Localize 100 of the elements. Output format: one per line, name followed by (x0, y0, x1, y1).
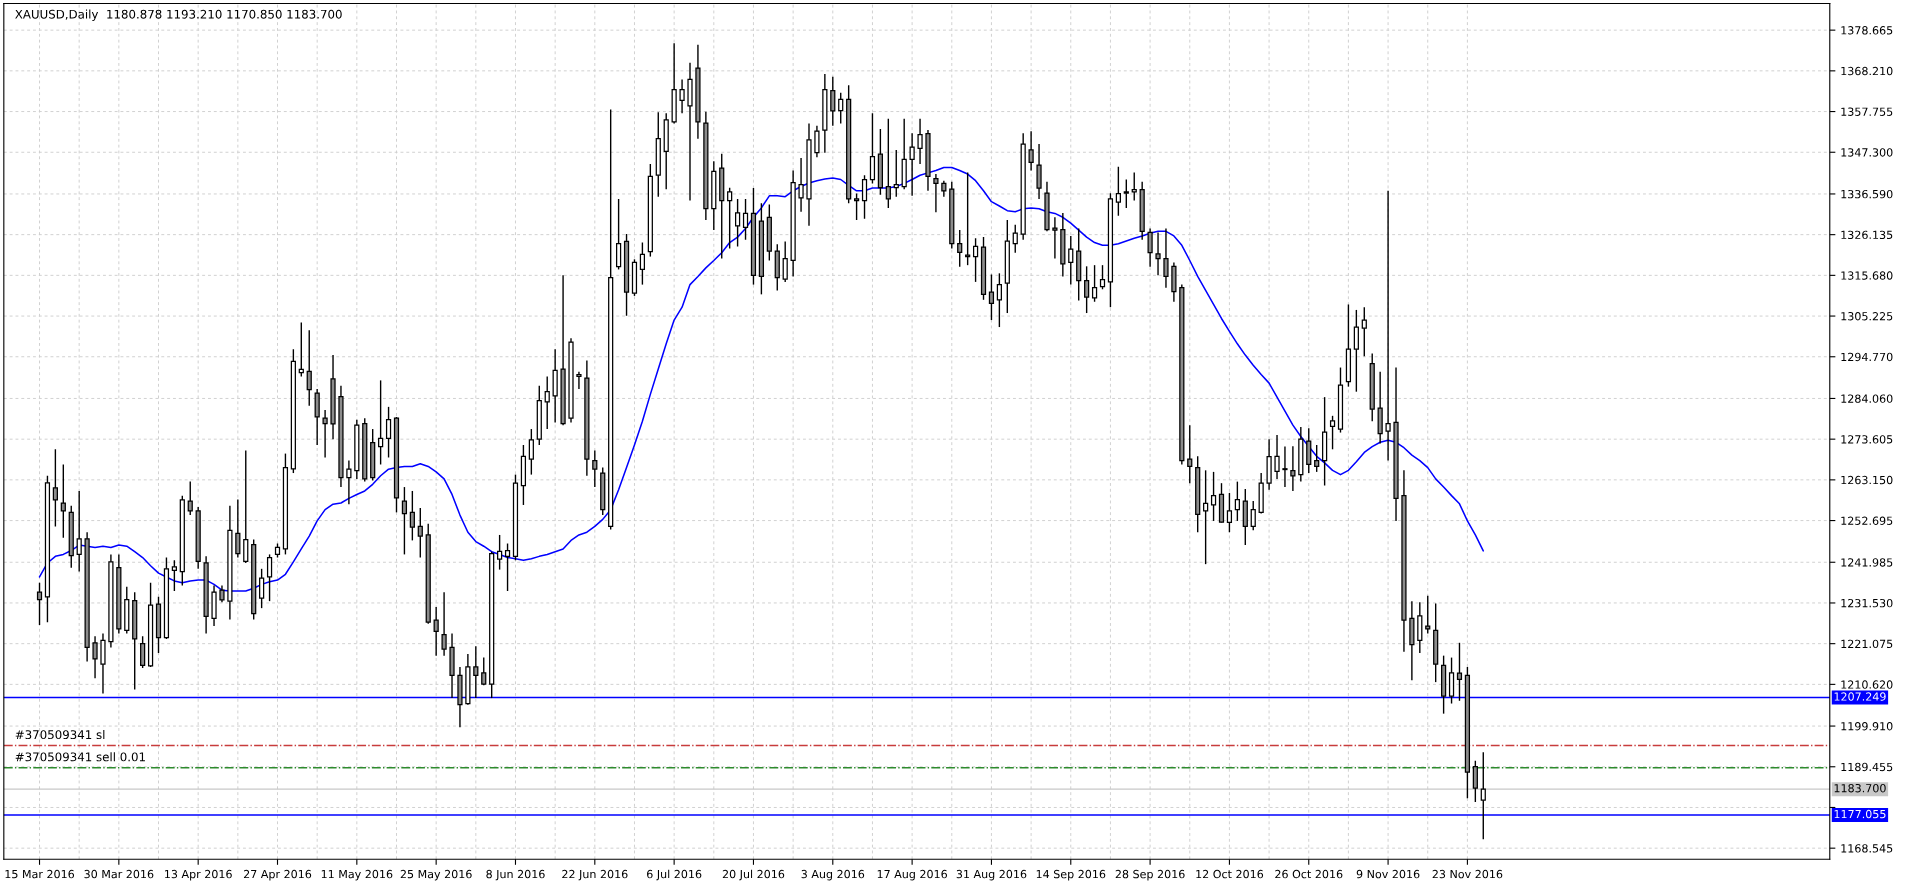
candlestick (957, 229, 963, 268)
candlestick (259, 568, 265, 609)
x-tick-label: 13 Apr 2016 (165, 869, 232, 881)
candlestick (1385, 190, 1391, 462)
candlestick (679, 78, 685, 115)
candlestick (1306, 427, 1312, 474)
x-tick-label: 30 Mar 2016 (84, 869, 154, 879)
ref-line-label: #370509341 sl (15, 729, 105, 740)
candlestick (1329, 415, 1336, 450)
y-tick-label: 1241.985 (1841, 558, 1893, 567)
candlestick (1012, 223, 1018, 254)
x-tick-label: 3 Aug 2016 (801, 869, 865, 881)
candlestick (1282, 445, 1288, 488)
candlestick (243, 449, 249, 564)
chart-title: XAUUSD,Daily 1180.878 1193.210 1170.850 1183.700 (15, 9, 342, 21)
candlestick (1099, 264, 1106, 290)
candlestick (592, 449, 598, 488)
candlestick (298, 321, 304, 378)
candlestick (481, 656, 487, 686)
candlestick (1147, 227, 1153, 268)
y-tick-label: 1273.605 (1841, 435, 1893, 444)
x-tick-label: 9 Nov 2016 (1356, 869, 1420, 879)
candlestick (1187, 424, 1193, 484)
y-tick-label: 1336.590 (1841, 189, 1893, 199)
candlestick (996, 272, 1002, 328)
candlestick (639, 241, 646, 286)
x-tick-label: 26 Oct 2016 (1275, 869, 1343, 879)
x-tick-label: 14 Sep 2016 (1036, 869, 1106, 881)
candlestick (869, 112, 876, 185)
candlestick (528, 428, 534, 476)
candlestick (1353, 309, 1359, 393)
candlestick (52, 448, 58, 528)
candlestick (1448, 656, 1455, 705)
candlestick (917, 118, 923, 165)
x-tick-label: 23 Nov 2016 (1432, 869, 1503, 879)
x-tick-label: 15 Mar 2016 (5, 869, 75, 879)
candlestick (838, 91, 844, 125)
y-tick-label: 1168.545 (1841, 844, 1893, 853)
y-tick-label: 1263.150 (1841, 475, 1893, 485)
x-tick-label: 6 Jul 2016 (647, 869, 702, 881)
ref-line-label: 1207.249 (1834, 692, 1886, 701)
candlestick (473, 645, 479, 699)
y-tick-label: 1199.910 (1841, 722, 1893, 731)
candlestick (417, 507, 423, 559)
y-tick-label: 1221.075 (1841, 639, 1893, 649)
candlestick (1123, 178, 1129, 209)
candlestick (1084, 265, 1090, 314)
candlestick (615, 198, 622, 271)
x-tick-label: 22 Jun 2016 (562, 869, 628, 881)
candlestick (1250, 500, 1256, 531)
candlestick (1425, 594, 1431, 635)
candlestick (972, 237, 979, 283)
candlestick (60, 463, 66, 539)
candlestick (544, 375, 550, 430)
candlestick (92, 635, 98, 679)
candlestick (734, 198, 741, 248)
candlestick (385, 406, 392, 459)
candlestick (988, 273, 995, 321)
candlestick (1115, 165, 1121, 217)
candlestick (187, 480, 193, 516)
y-tick-label: 1368.210 (1841, 66, 1893, 76)
candlestick (1036, 143, 1042, 200)
y-tick-label: 1294.770 (1841, 352, 1893, 362)
ref-line-label: 1177.055 (1834, 809, 1886, 819)
candlestick (1290, 445, 1296, 492)
x-tick-label: 20 Jul 2016 (722, 869, 785, 881)
y-tick-label: 1305.225 (1841, 312, 1893, 321)
candlestick (742, 198, 749, 241)
candlestick (1163, 227, 1169, 289)
y-tick-label: 1284.060 (1841, 394, 1893, 403)
candlestick (1068, 235, 1074, 286)
candlestick (933, 173, 939, 213)
ref-line-label: 1183.700 (1834, 783, 1886, 793)
candlestick (76, 490, 82, 573)
y-tick-label: 1378.665 (1841, 26, 1893, 35)
candlestick (893, 149, 899, 198)
y-tick-label: 1326.135 (1841, 230, 1893, 240)
candlestick (1203, 469, 1209, 565)
candlestick (171, 559, 177, 592)
candlestick (1052, 216, 1058, 260)
y-tick-label: 1210.620 (1841, 680, 1893, 689)
candlestick (727, 186, 733, 250)
candlestick (1155, 231, 1161, 276)
candlestick (861, 174, 868, 220)
candlestick (140, 635, 146, 669)
y-tick-label: 1315.680 (1841, 271, 1893, 280)
candlestick (814, 125, 820, 159)
candlestick (409, 490, 415, 542)
y-tick-label: 1252.695 (1841, 516, 1893, 525)
y-tick-label: 1347.300 (1841, 148, 1893, 157)
candlestick (100, 632, 106, 695)
candlestick (885, 118, 891, 209)
candlestick (798, 157, 804, 213)
candlestick (1210, 471, 1217, 522)
candlestick (433, 606, 439, 657)
candlestick (1274, 434, 1280, 480)
x-tick-label: 27 Apr 2016 (243, 869, 312, 881)
candlestick (346, 459, 352, 505)
x-tick-label: 11 May 2016 (321, 869, 393, 881)
candlestick (1361, 306, 1367, 357)
